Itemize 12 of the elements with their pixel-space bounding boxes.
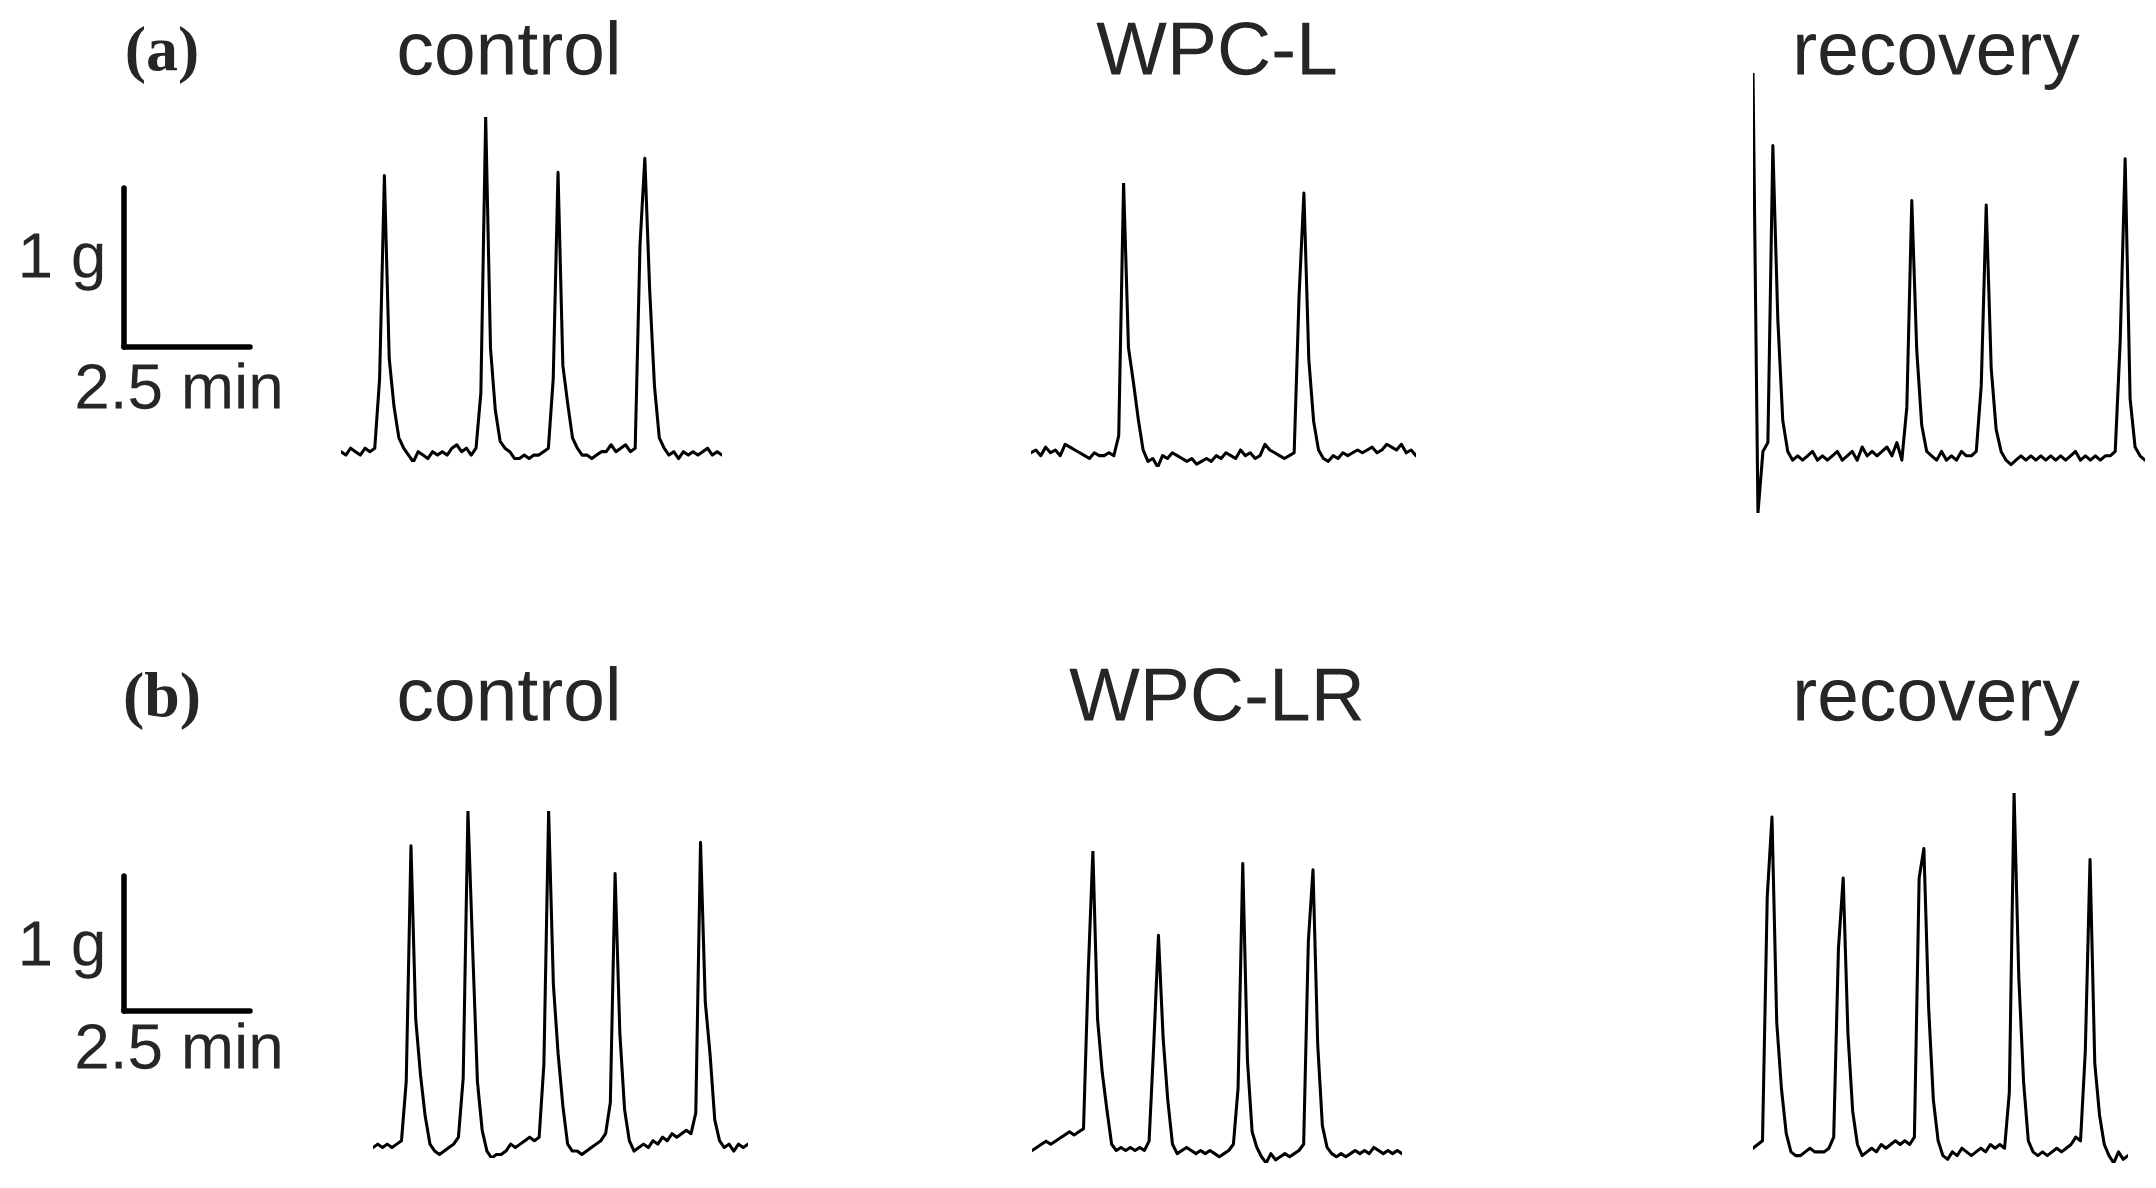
text: 1 g bbox=[22, 921, 103, 979]
chart-title: control bbox=[399, 20, 617, 76]
text: 1 g bbox=[22, 233, 103, 291]
text: 2.5 min bbox=[77, 362, 280, 410]
chart-title: WPC-LR bbox=[1069, 668, 1362, 722]
chart-title: recovery bbox=[1797, 680, 2080, 736]
chart-title: WPC-L bbox=[1096, 22, 1336, 76]
chart-title: control bbox=[399, 666, 617, 722]
chart-title: recovery bbox=[1797, 34, 2080, 90]
text: (b) bbox=[125, 672, 199, 730]
text: (a) bbox=[127, 26, 197, 84]
text: 2.5 min bbox=[77, 1022, 280, 1070]
